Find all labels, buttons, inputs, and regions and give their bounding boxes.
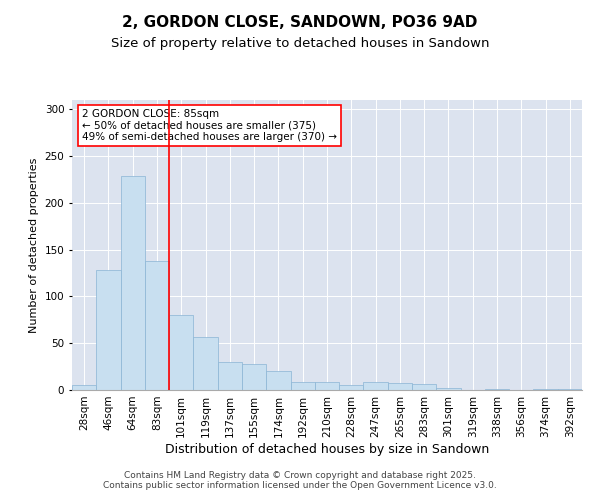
Bar [169, 315, 193, 390]
Bar [193, 336, 218, 390]
Bar [388, 384, 412, 390]
Bar [533, 389, 558, 390]
Bar [339, 386, 364, 390]
X-axis label: Distribution of detached houses by size in Sandown: Distribution of detached houses by size … [165, 442, 489, 456]
Text: Contains HM Land Registry data © Crown copyright and database right 2025.
Contai: Contains HM Land Registry data © Crown c… [103, 470, 497, 490]
Bar [145, 261, 169, 390]
Y-axis label: Number of detached properties: Number of detached properties [29, 158, 39, 332]
Bar [290, 382, 315, 390]
Bar [242, 364, 266, 390]
Text: Size of property relative to detached houses in Sandown: Size of property relative to detached ho… [111, 38, 489, 51]
Bar [412, 384, 436, 390]
Bar [315, 382, 339, 390]
Bar [558, 389, 582, 390]
Bar [72, 386, 96, 390]
Text: 2 GORDON CLOSE: 85sqm
← 50% of detached houses are smaller (375)
49% of semi-det: 2 GORDON CLOSE: 85sqm ← 50% of detached … [82, 108, 337, 142]
Bar [266, 372, 290, 390]
Bar [218, 362, 242, 390]
Text: 2, GORDON CLOSE, SANDOWN, PO36 9AD: 2, GORDON CLOSE, SANDOWN, PO36 9AD [122, 15, 478, 30]
Bar [121, 176, 145, 390]
Bar [436, 388, 461, 390]
Bar [485, 389, 509, 390]
Bar [96, 270, 121, 390]
Bar [364, 382, 388, 390]
